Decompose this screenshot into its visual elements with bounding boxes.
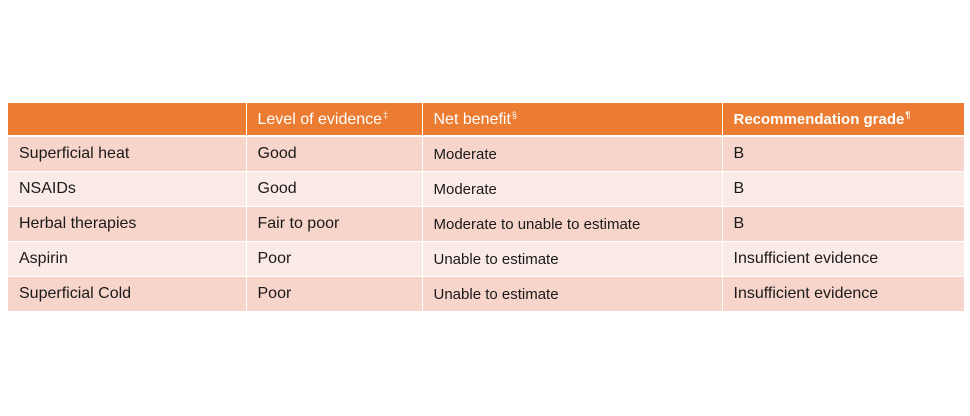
cell-treatment: Superficial Cold xyxy=(8,276,247,312)
table-header-row: Level of evidence‡ Net benefit§ Recommen… xyxy=(8,103,964,137)
footnote-mark: ¶ xyxy=(905,110,911,120)
evidence-table: Level of evidence‡ Net benefit§ Recommen… xyxy=(8,103,964,312)
cell-level: Good xyxy=(246,171,423,207)
cell-level: Poor xyxy=(246,276,423,312)
cell-treatment: Superficial heat xyxy=(8,136,247,172)
table-row: Aspirin Poor Unable to estimate Insuffic… xyxy=(8,241,964,277)
cell-level: Good xyxy=(246,136,423,172)
table-row: Superficial heat Good Moderate B xyxy=(8,136,964,172)
header-recommendation-grade: Recommendation grade¶ xyxy=(722,103,964,137)
cell-treatment: Herbal therapies xyxy=(8,206,247,242)
cell-grade: B xyxy=(722,136,964,172)
cell-grade: Insufficient evidence xyxy=(722,276,964,312)
cell-benefit: Unable to estimate xyxy=(422,241,723,277)
cell-treatment: NSAIDs xyxy=(8,171,247,207)
cell-grade: Insufficient evidence xyxy=(722,241,964,277)
cell-benefit: Moderate xyxy=(422,136,723,172)
cell-level: Fair to poor xyxy=(246,206,423,242)
header-treatment xyxy=(8,103,247,137)
footnote-mark: § xyxy=(511,109,517,120)
table-row: NSAIDs Good Moderate B xyxy=(8,171,964,207)
cell-treatment: Aspirin xyxy=(8,241,247,277)
footnote-mark: ‡ xyxy=(383,109,389,120)
cell-grade: B xyxy=(722,206,964,242)
table-row: Herbal therapies Fair to poor Moderate t… xyxy=(8,206,964,242)
cell-level: Poor xyxy=(246,241,423,277)
cell-grade: B xyxy=(722,171,964,207)
cell-benefit: Unable to estimate xyxy=(422,276,723,312)
header-level-of-evidence: Level of evidence‡ xyxy=(246,103,423,137)
cell-benefit: Moderate xyxy=(422,171,723,207)
cell-benefit: Moderate to unable to estimate xyxy=(422,206,723,242)
header-net-benefit: Net benefit§ xyxy=(422,103,723,137)
table-row: Superficial Cold Poor Unable to estimate… xyxy=(8,276,964,312)
